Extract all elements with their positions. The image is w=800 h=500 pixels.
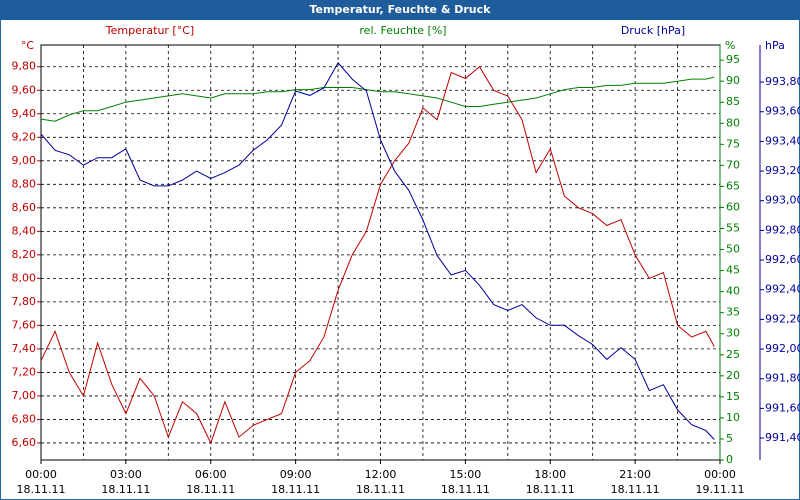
- y3-tick-label: 992,20: [765, 312, 800, 325]
- y2-tick-label: 90: [726, 74, 740, 87]
- x-tick-label: 12:00: [365, 468, 397, 481]
- series-line: [40, 76, 715, 122]
- x-tick-label: 09:00: [280, 468, 312, 481]
- x-tick-label: 00:00: [704, 468, 736, 481]
- y3-tick-label: 991,40: [765, 431, 800, 444]
- x-tick-date: 18.11.11: [17, 483, 66, 496]
- y-tick-label: 7,60: [12, 318, 37, 331]
- y-tick-label: 6,60: [12, 436, 37, 449]
- y3-tick-label: 993,00: [765, 194, 800, 207]
- y2-tick-label: 95: [726, 53, 740, 66]
- y-tick-label: 9,80: [12, 60, 37, 73]
- series-line: [40, 61, 715, 440]
- y2-tick-label: 70: [726, 158, 740, 171]
- y2-tick-label: 25: [726, 348, 740, 361]
- chart-title: Temperatur, Feuchte & Druck: [310, 3, 492, 16]
- y2-tick-label: 10: [726, 411, 740, 424]
- y-tick-label: 8,20: [12, 248, 37, 261]
- y2-tick-label: 60: [726, 200, 740, 213]
- y-tick-label: 9,40: [12, 107, 37, 120]
- y3-tick-label: 992,80: [765, 223, 800, 236]
- y3-tick-label: 991,80: [765, 372, 800, 385]
- y2-tick-label: 20: [726, 369, 740, 382]
- x-tick-label: 18:00: [534, 468, 566, 481]
- y-tick-label: 9,20: [12, 130, 37, 143]
- x-tick-date: 18.11.11: [526, 483, 575, 496]
- y3-tick-label: 992,60: [765, 253, 800, 266]
- legend-label: rel. Feuchte [%]: [359, 24, 446, 37]
- y-tick-label: 7,00: [12, 389, 37, 402]
- y-tick-label: 8,60: [12, 201, 37, 214]
- y2-tick-label: 15: [726, 390, 740, 403]
- x-tick-date: 18.11.11: [441, 483, 490, 496]
- y2-tick-label: 40: [726, 285, 740, 298]
- y3-tick-label: 993,20: [765, 164, 800, 177]
- x-tick-label: 15:00: [450, 468, 482, 481]
- y2-tick-label: 45: [726, 264, 740, 277]
- title-bar: [0, 0, 800, 20]
- y-tick-label: 7,80: [12, 295, 37, 308]
- y3-tick-label: 993,60: [765, 105, 800, 118]
- y-tick-label: 8,40: [12, 224, 37, 237]
- legend-label: Druck [hPa]: [621, 24, 685, 37]
- x-tick-label: 03:00: [110, 468, 142, 481]
- y-tick-label: 7,40: [12, 342, 37, 355]
- x-tick-label: 06:00: [195, 468, 227, 481]
- series-line: [40, 65, 715, 445]
- x-tick-date: 18.11.11: [611, 483, 660, 496]
- y3-tick-label: 991,60: [765, 401, 800, 414]
- y2-tick-label: 5: [726, 432, 733, 445]
- legend-label: Temperatur [°C]: [105, 24, 194, 37]
- y-tick-label: 7,20: [12, 365, 37, 378]
- x-tick-date: 18.11.11: [186, 483, 235, 496]
- y-tick-label: 8,80: [12, 177, 37, 190]
- x-tick-label: 00:00: [25, 468, 57, 481]
- y-unit: °C: [21, 39, 35, 52]
- y2-tick-label: 75: [726, 137, 740, 150]
- y2-tick-label: 80: [726, 116, 740, 129]
- y-tick-label: 8,00: [12, 271, 37, 284]
- y2-tick-label: 0: [726, 453, 733, 466]
- y2-tick-label: 55: [726, 222, 740, 235]
- y2-tick-label: 65: [726, 179, 740, 192]
- y3-tick-label: 992,00: [765, 342, 800, 355]
- y3-tick-label: 993,80: [765, 75, 800, 88]
- y3-tick-label: 992,40: [765, 283, 800, 296]
- y2-tick-label: 30: [726, 327, 740, 340]
- y2-unit: %: [725, 39, 735, 52]
- y2-tick-label: 35: [726, 306, 740, 319]
- x-tick-date: 18.11.11: [271, 483, 320, 496]
- y2-tick-label: 50: [726, 243, 740, 256]
- x-tick-label: 21:00: [619, 468, 651, 481]
- x-tick-date: 18.11.11: [101, 483, 150, 496]
- x-tick-date: 19.11.11: [696, 483, 745, 496]
- y3-tick-label: 993,40: [765, 134, 800, 147]
- y-tick-label: 6,80: [12, 412, 37, 425]
- y-tick-label: 9,60: [12, 83, 37, 96]
- y-tick-label: 9,00: [12, 154, 37, 167]
- x-tick-date: 18.11.11: [356, 483, 405, 496]
- y3-unit: hPa: [765, 39, 785, 52]
- y2-tick-label: 85: [726, 95, 740, 108]
